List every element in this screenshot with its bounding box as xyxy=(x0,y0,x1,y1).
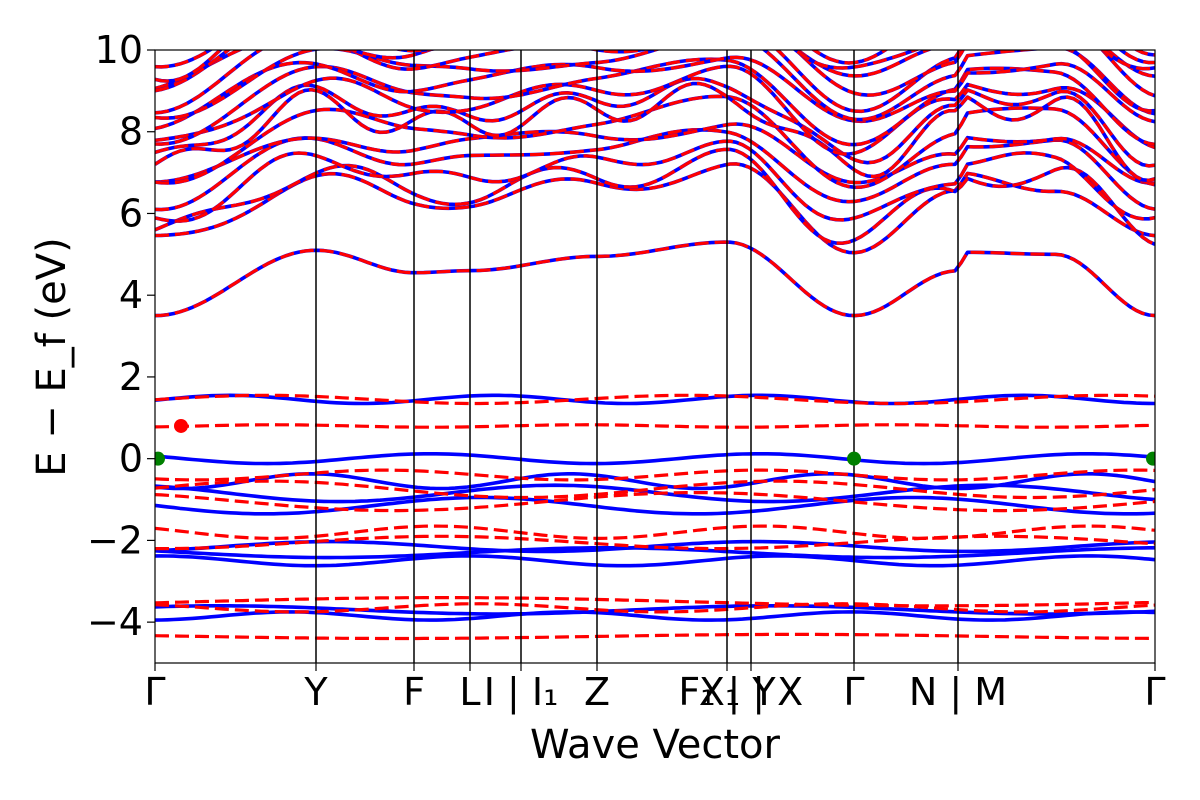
band-blue-solid xyxy=(155,393,1155,406)
band-blue-solid xyxy=(155,495,1155,516)
band-edge-marker xyxy=(1146,451,1155,466)
y-axis-ticks: −4 −2 0 2 4 6 8 10 xyxy=(87,28,155,644)
conduction-band-red xyxy=(155,81,1155,182)
band-blue-solid xyxy=(155,604,1155,616)
band-red-dashed xyxy=(155,479,1155,500)
plot-frame xyxy=(154,49,1156,664)
band-red-dashed xyxy=(155,534,1155,551)
band-edge-marker xyxy=(174,418,188,433)
kpath-label: N | M xyxy=(909,670,1007,715)
plot-background xyxy=(155,50,1155,663)
y-tick-label: 2 xyxy=(119,355,143,399)
kpath-label: F₁ | Y xyxy=(678,670,776,715)
kpath-label: Y xyxy=(303,670,328,714)
band-lines xyxy=(155,50,1155,641)
band-red-dashed xyxy=(155,393,1155,406)
x-axis-title: Wave Vector xyxy=(530,722,781,768)
band-blue-solid xyxy=(155,452,1155,466)
conduction-band-red xyxy=(155,162,1155,255)
kpath-label: L xyxy=(459,670,480,714)
kpath-dividers xyxy=(315,50,959,663)
conduction-band-red xyxy=(155,50,1155,57)
y-axis-title: E − E_f (eV) xyxy=(29,237,75,476)
conduction-band-red xyxy=(155,64,1155,156)
band-edge-marker xyxy=(847,451,861,466)
band-red-dashed xyxy=(155,632,1155,641)
band-red-dashed xyxy=(155,602,1155,614)
kpath-label: Γ xyxy=(144,670,165,714)
conduction-band-red xyxy=(155,50,1155,122)
band-red-dashed xyxy=(155,468,1155,482)
y-tick-label: 10 xyxy=(95,28,143,72)
band-red-dashed xyxy=(155,423,1155,429)
band-red-dashed xyxy=(155,596,1155,608)
band-edge-markers xyxy=(155,418,1155,466)
conduction-band-red xyxy=(155,55,1155,131)
y-tick-label: 4 xyxy=(119,273,143,317)
band-red-dashed xyxy=(155,491,1155,513)
kpath-label: I | I₁ xyxy=(484,670,559,715)
band-red-dashed xyxy=(155,524,1155,540)
conduction-band-blue xyxy=(155,50,1155,57)
y-tick-label: 6 xyxy=(119,191,143,235)
kpath-label: Z xyxy=(584,670,610,714)
band-blue-solid xyxy=(155,554,1155,568)
y-tick-label: −4 xyxy=(87,600,143,644)
kpath-label: Γ xyxy=(843,670,864,714)
y-tick-label: 8 xyxy=(119,110,143,154)
y-tick-label: 0 xyxy=(119,437,143,481)
conduction-band-red xyxy=(155,240,1155,318)
kpath-label: F xyxy=(403,670,425,714)
y-tick-label: −2 xyxy=(87,518,143,562)
kpath-label: X₁ | X xyxy=(699,670,803,715)
kpath-label: Γ xyxy=(1144,670,1165,714)
conduction-band-red xyxy=(155,122,1155,185)
conduction-band-red xyxy=(155,139,1155,223)
conduction-band-red xyxy=(155,147,1155,246)
band-edge-marker xyxy=(155,451,165,466)
conduction-band-red xyxy=(155,77,1155,168)
